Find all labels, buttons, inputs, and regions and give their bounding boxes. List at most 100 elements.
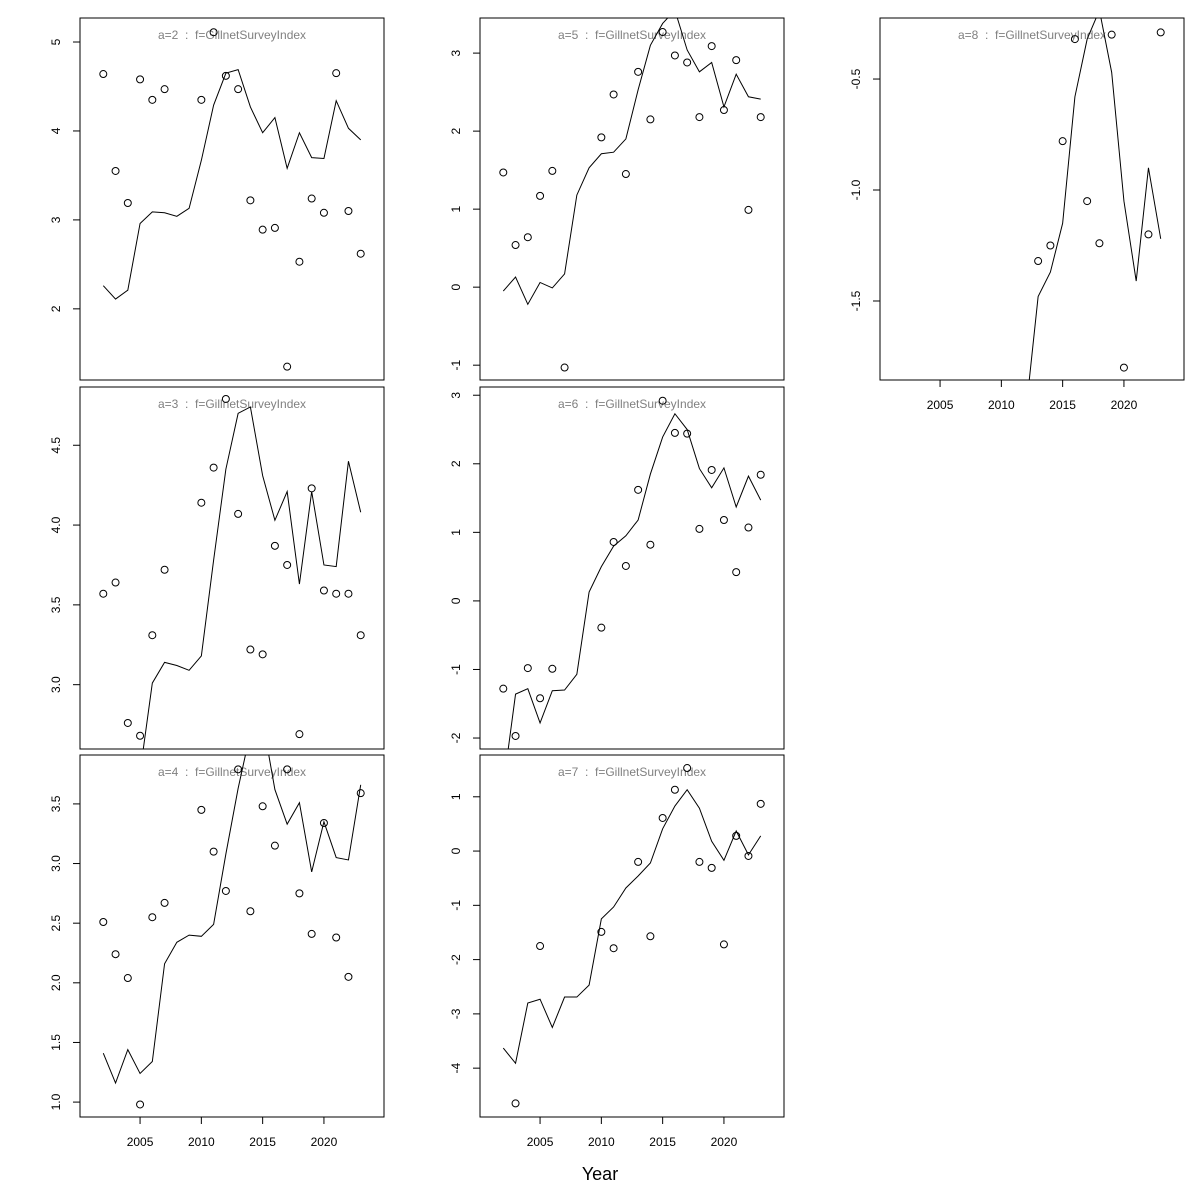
plot-frame [479,754,785,1118]
point [707,42,716,51]
plot-area [1028,18,1165,380]
plot-frame [479,17,785,381]
point [283,560,292,569]
point [160,85,169,94]
plot-area [99,755,365,1109]
plot-area [99,28,365,371]
x-tick-label: 2015 [249,1135,276,1149]
fit-line [1028,18,1162,380]
y-tick-label: -2 [449,732,463,743]
point [99,70,108,79]
x-tick-label: 2020 [311,1135,338,1149]
point [719,516,728,525]
point [536,694,545,703]
point [234,85,243,94]
y-tick-label: -1 [449,900,463,911]
point [221,394,230,403]
point [319,586,328,595]
point [1144,230,1153,239]
y-tick-label: 2 [49,305,63,312]
point [111,950,120,959]
point [356,631,365,640]
fit-line [507,412,762,749]
panel: a=7 : f=GillnetSurveyIndex -4 -3 -2 -1 0 1 2005… [449,754,785,1149]
point [560,363,569,372]
point [1119,363,1128,372]
point [683,58,692,67]
point [197,95,206,104]
point [695,113,704,122]
point [209,847,218,856]
y-tick-label: 3 [449,392,463,399]
fit-line [502,18,761,306]
y-tick-label: 3.5 [49,596,63,613]
point [307,194,316,203]
point [548,166,557,175]
point [523,233,532,242]
point [536,191,545,200]
point [621,561,630,570]
point [295,257,304,266]
fit-line [502,788,762,1065]
panel-title: a=7 : f=GillnetSurveyIndex [558,765,706,779]
point [597,623,606,632]
point [744,851,753,860]
plot-frame [479,386,785,750]
y-tick-label: 3 [449,49,463,56]
point [511,731,520,740]
panel-title: a=3 : f=GillnetSurveyIndex [158,397,306,411]
y-tick-label: 5 [49,38,63,45]
plot-frame [79,754,385,1118]
point [1046,241,1055,250]
x-tick-label: 2015 [1049,398,1076,412]
y-tick-label: 3 [49,216,63,223]
point [246,907,255,916]
point [511,241,520,250]
panel: a=4 : f=GillnetSurveyIndex 1.0 1.5 2.0 2.5 3.… [49,754,385,1149]
point [658,396,667,405]
point [123,974,132,983]
point [609,90,618,99]
point [756,470,765,479]
point [234,509,243,518]
point [1107,30,1116,39]
plot-area [502,764,765,1108]
y-tick-label: 1 [449,793,463,800]
point [332,589,341,598]
plot-frame [79,386,385,750]
x-tick-label: 2015 [649,1135,676,1149]
point [597,133,606,142]
point [99,589,108,598]
point [719,940,728,949]
point [511,1099,520,1108]
y-tick-label: 2.5 [49,915,63,932]
point [221,71,230,80]
point [307,929,316,938]
x-tick-label: 2010 [188,1135,215,1149]
point [646,932,655,941]
y-tick-label: 2.0 [49,974,63,991]
point [634,485,643,494]
point [295,889,304,898]
point [356,249,365,258]
y-tick-label: 1 [449,529,463,536]
point [523,664,532,673]
point [111,578,120,587]
point [634,857,643,866]
y-tick-label: 0 [449,284,463,291]
point [332,69,341,78]
point [136,731,145,740]
point [732,568,741,577]
y-tick-label: 2 [449,460,463,467]
point [160,898,169,907]
point [499,168,508,177]
point [670,428,679,437]
x-tick-label: 2005 [127,1135,154,1149]
point [1070,35,1079,44]
point [344,972,353,981]
point [123,199,132,208]
point [646,540,655,549]
point [136,1100,145,1109]
y-tick-label: 3.0 [49,855,63,872]
